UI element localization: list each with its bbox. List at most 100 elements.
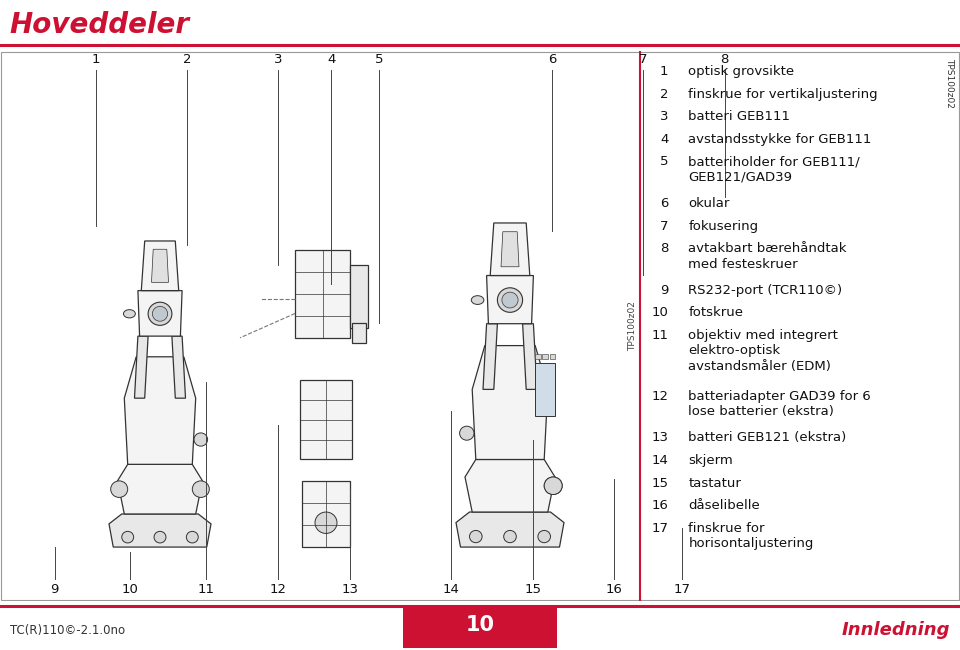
Ellipse shape (124, 309, 135, 318)
Circle shape (544, 477, 563, 495)
Polygon shape (487, 276, 534, 324)
Text: 3: 3 (660, 111, 668, 124)
Bar (350, 265, 368, 328)
Text: finskrue for vertikaljustering: finskrue for vertikaljustering (688, 88, 878, 101)
Text: 17: 17 (651, 521, 668, 534)
Polygon shape (152, 249, 169, 282)
Text: 8: 8 (660, 242, 668, 255)
Text: finskrue for
horisontaljustering: finskrue for horisontaljustering (688, 521, 814, 550)
Text: 6: 6 (660, 197, 668, 210)
Circle shape (502, 292, 518, 308)
Polygon shape (522, 324, 537, 389)
Text: RS232-port (TCR110©): RS232-port (TCR110©) (688, 284, 843, 297)
Circle shape (504, 530, 516, 543)
Text: avstandsstykke for GEB111: avstandsstykke for GEB111 (688, 133, 872, 146)
Text: 10: 10 (652, 306, 668, 319)
Text: 9: 9 (51, 583, 59, 596)
Circle shape (469, 530, 482, 543)
Text: skjerm: skjerm (688, 454, 733, 467)
Polygon shape (456, 512, 564, 547)
Text: avtakbart bærehåndtak
med festeskruer: avtakbart bærehåndtak med festeskruer (688, 242, 847, 271)
Polygon shape (117, 464, 203, 514)
Text: TPS100z02: TPS100z02 (946, 58, 954, 109)
Text: batteriadapter GAD39 for 6
lose batterier (ekstra): batteriadapter GAD39 for 6 lose batterie… (688, 390, 871, 418)
Text: 5: 5 (660, 155, 668, 168)
Text: 15: 15 (524, 583, 541, 596)
Text: 11: 11 (198, 583, 215, 596)
Text: 3: 3 (275, 53, 282, 66)
Text: 8: 8 (721, 53, 729, 66)
Ellipse shape (471, 296, 484, 304)
Bar (536, 354, 540, 359)
Text: optisk grovsikte: optisk grovsikte (688, 65, 795, 78)
Circle shape (315, 512, 337, 534)
Circle shape (153, 306, 168, 321)
Bar (295, 250, 350, 338)
Text: 10: 10 (466, 616, 494, 635)
Text: 4: 4 (327, 53, 335, 66)
Text: 1: 1 (92, 53, 100, 66)
Polygon shape (483, 324, 497, 389)
Circle shape (154, 531, 166, 543)
Circle shape (192, 481, 209, 497)
Text: TPS100z02: TPS100z02 (628, 301, 636, 350)
Polygon shape (134, 336, 148, 398)
Text: 4: 4 (660, 133, 668, 146)
Text: dåselibelle: dåselibelle (688, 499, 760, 512)
Polygon shape (472, 346, 548, 460)
Text: 11: 11 (651, 329, 668, 342)
Text: fokusering: fokusering (688, 220, 758, 233)
Bar (300, 380, 352, 460)
Polygon shape (109, 514, 211, 547)
Text: Innledning: Innledning (842, 621, 950, 639)
Circle shape (194, 433, 207, 446)
Text: 1: 1 (660, 65, 668, 78)
Text: 12: 12 (651, 390, 668, 403)
Circle shape (538, 530, 550, 543)
Text: 9: 9 (660, 284, 668, 297)
Text: 14: 14 (652, 454, 668, 467)
Circle shape (544, 477, 563, 495)
Circle shape (186, 531, 199, 543)
Bar (542, 354, 548, 359)
Text: TC(R)110©-2.1.0no: TC(R)110©-2.1.0no (10, 624, 125, 637)
Polygon shape (124, 357, 196, 464)
Circle shape (110, 481, 128, 497)
Text: batteriholder for GEB111/
GEB121/GAD39: batteriholder for GEB111/ GEB121/GAD39 (688, 155, 860, 184)
Polygon shape (501, 232, 519, 266)
Text: 13: 13 (651, 432, 668, 445)
Text: 2: 2 (660, 88, 668, 101)
Text: 13: 13 (342, 583, 359, 596)
Circle shape (122, 531, 133, 543)
Polygon shape (491, 223, 530, 276)
Text: tastatur: tastatur (688, 476, 741, 489)
Text: Hoveddeler: Hoveddeler (10, 11, 189, 39)
Text: 7: 7 (639, 53, 647, 66)
Bar (549, 354, 555, 359)
Text: 16: 16 (652, 499, 668, 512)
Text: 6: 6 (548, 53, 556, 66)
Polygon shape (536, 363, 555, 416)
Text: 14: 14 (443, 583, 460, 596)
Polygon shape (138, 291, 182, 336)
Circle shape (497, 288, 522, 312)
Polygon shape (465, 460, 555, 512)
Text: 10: 10 (121, 583, 138, 596)
Text: batteri GEB121 (ekstra): batteri GEB121 (ekstra) (688, 432, 847, 445)
Bar (352, 323, 366, 343)
Text: objektiv med integrert
elektro-optisk
avstandsmåler (EDM): objektiv med integrert elektro-optisk av… (688, 329, 838, 373)
Text: batteri GEB111: batteri GEB111 (688, 111, 790, 124)
Text: okular: okular (688, 197, 730, 210)
Text: fotskrue: fotskrue (688, 306, 743, 319)
Text: 7: 7 (660, 220, 668, 233)
Bar (403, 606, 557, 648)
Text: 16: 16 (606, 583, 623, 596)
Text: 2: 2 (183, 53, 191, 66)
Text: 5: 5 (375, 53, 383, 66)
Circle shape (460, 426, 474, 440)
Text: 12: 12 (270, 583, 287, 596)
Polygon shape (172, 336, 185, 398)
Circle shape (148, 302, 172, 326)
Bar (302, 481, 350, 547)
Polygon shape (141, 241, 179, 291)
